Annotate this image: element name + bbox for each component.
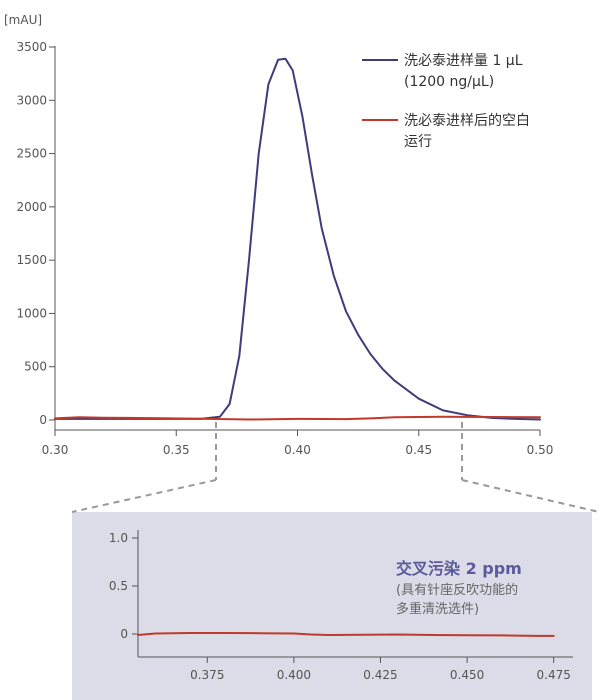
inset-x-tick-label: 0.400 <box>277 668 311 682</box>
inset-x-tick-label: 0.425 <box>363 668 397 682</box>
inset-annotation-line: 多重清洗选件) <box>396 601 479 617</box>
inset-x-tick-label: 0.375 <box>190 668 224 682</box>
legend-label: 运行 <box>404 134 432 150</box>
x-tick-label: 0.50 <box>527 443 554 457</box>
y-tick-label: 0 <box>39 413 47 427</box>
inset-y-tick-label: 0 <box>120 627 128 641</box>
legend-label: (1200 ng/μL) <box>404 74 494 90</box>
x-tick-label: 0.40 <box>284 443 311 457</box>
inset-y-tick-label: 1.0 <box>109 531 128 545</box>
series-line-1 <box>54 415 541 421</box>
inset-series-line-0 <box>137 632 555 637</box>
inset-annotation-title: 交叉污染 2 ppm <box>396 559 522 578</box>
x-tick-label: 0.35 <box>163 443 190 457</box>
x-tick-label: 0.45 <box>405 443 432 457</box>
inset-panel <box>72 512 592 700</box>
inset-x-tick-label: 0.450 <box>450 668 484 682</box>
legend-label: 洗必泰进样后的空白 <box>404 113 530 129</box>
connector-left-diagonal <box>71 479 217 513</box>
legend-label: 洗必泰进样量 1 μL <box>404 53 523 69</box>
inset-x-tick-label: 0.475 <box>537 668 571 682</box>
y-tick-label: 1000 <box>16 306 47 320</box>
y-tick-label: 2500 <box>16 147 47 161</box>
y-tick-label: 500 <box>24 360 47 374</box>
series-line-0 <box>54 57 541 421</box>
y-tick-label: 1500 <box>16 253 47 267</box>
connector-right-diagonal <box>461 479 599 513</box>
y-tick-label: 3000 <box>16 93 47 107</box>
y-tick-label: 2000 <box>16 200 47 214</box>
x-tick-label: 0.30 <box>42 443 69 457</box>
y-tick-label: 3500 <box>16 40 47 54</box>
inset-y-tick-label: 0.5 <box>109 579 128 593</box>
y-axis-label: [mAU] <box>4 13 42 27</box>
inset-annotation-line: (具有针座反吹功能的 <box>396 582 518 598</box>
